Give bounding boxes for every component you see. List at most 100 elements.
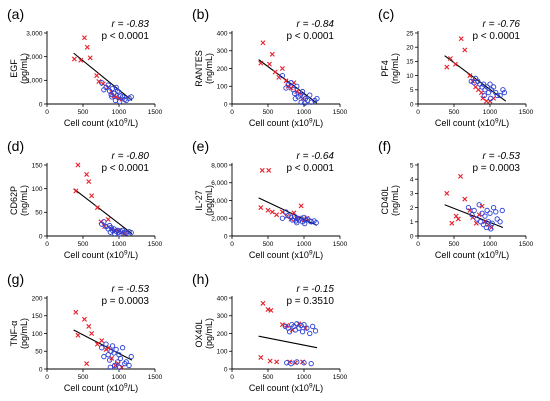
data-point-cross: [99, 338, 105, 344]
data-point-circle: [301, 360, 307, 366]
data-point-circle: [101, 353, 107, 360]
x-axis-label: Cell count (x109/L): [249, 383, 323, 394]
data-point-circle: [494, 92, 500, 99]
p-value: p < 0.0001: [286, 163, 334, 174]
y-tick-label: 0: [39, 101, 43, 108]
data-point-circle: [484, 207, 490, 214]
y-tick-label: 15: [406, 59, 414, 66]
data-point-cross: [73, 188, 79, 194]
y-tick-label: 4: [410, 177, 414, 184]
r-value: r = -0.80: [111, 151, 149, 162]
r-value: r = -0.15: [296, 284, 334, 295]
r-value: r = -0.83: [111, 19, 149, 30]
y-axis-unit: (pg/mL): [19, 318, 29, 349]
data-point-circle: [294, 83, 300, 89]
panel-letter: (d): [7, 138, 24, 154]
data-point-circle: [499, 207, 505, 214]
r-value: r = -0.53: [111, 284, 149, 295]
y-tick-label: 10: [406, 73, 414, 80]
x-tick-label: 0: [45, 374, 49, 381]
y-tick-label: 200: [32, 295, 43, 302]
data-point-circle: [114, 359, 121, 365]
y-axis-label: IL-27: [194, 190, 204, 211]
x-tick-label: 1000: [112, 109, 127, 116]
p-value: p = 0.3510: [286, 296, 334, 307]
x-tick-label: 1000: [112, 241, 127, 248]
y-axis-label: CD62P: [9, 186, 19, 215]
data-point-cross: [258, 354, 264, 360]
chart-panel: (e) 0 2,000 4,000 6,000 8,000 0 500 1000 1500 IL-2…: [192, 138, 348, 260]
chart-panel: (f) 0 1 2 3 4 5 0 500 1000 1500 CD40L (ng/mL) Cell co…: [378, 138, 534, 260]
data-point-cross: [258, 60, 264, 66]
y-tick-label: 3,000: [26, 30, 43, 37]
x-tick-label: 500: [449, 109, 460, 116]
x-tick-label: 1500: [333, 374, 348, 381]
p-value: p < 0.0001: [101, 31, 149, 42]
y-tick-label: 2,000: [211, 216, 228, 223]
data-point-circle: [288, 214, 294, 221]
x-tick-label: 500: [263, 109, 274, 116]
x-tick-label: 1000: [483, 241, 498, 248]
data-point-cross: [71, 56, 77, 62]
data-point-circle: [109, 94, 115, 100]
data-point-cross: [78, 57, 84, 63]
data-point-cross: [269, 51, 275, 57]
data-point-circle: [468, 78, 474, 84]
y-tick-label: 100: [32, 186, 43, 193]
y-tick-label: 400: [217, 295, 228, 302]
data-point-circle: [128, 230, 134, 236]
y-tick-label: 5: [410, 162, 414, 169]
data-point-circle: [99, 80, 105, 86]
data-point-circle: [304, 325, 310, 331]
data-point-circle: [117, 364, 123, 370]
y-tick-label: 0: [39, 233, 43, 240]
data-point-cross: [89, 331, 95, 336]
data-point-circle: [112, 362, 118, 369]
x-tick-label: 1500: [148, 109, 163, 116]
y-axis-label: OX40L: [194, 319, 204, 347]
y-tick-label: 1: [410, 219, 414, 226]
data-point-circle: [107, 364, 114, 370]
regression-line: [73, 188, 133, 235]
x-axis-label: Cell count (x109/L): [64, 383, 138, 394]
x-axis-label: Cell count (x109/L): [435, 250, 509, 261]
data-point-cross: [259, 167, 265, 173]
data-point-cross: [94, 73, 100, 79]
p-value: p < 0.0001: [101, 163, 149, 174]
data-point-circle: [301, 321, 307, 328]
x-tick-label: 1000: [297, 374, 312, 381]
y-tick-label: 4,000: [211, 198, 228, 205]
data-point-cross: [122, 230, 128, 236]
chart-panel: (g) 0 50 100 150 200 0 500 1000 1500 TNF-α (pg/mL) C…: [7, 271, 163, 393]
y-tick-label: 150: [32, 313, 43, 320]
data-point-circle: [117, 231, 123, 237]
data-point-cross: [96, 79, 102, 85]
data-point-circle: [489, 220, 495, 226]
data-point-cross: [452, 61, 458, 67]
data-point-circle: [500, 87, 506, 93]
x-tick-label: 1500: [148, 241, 163, 248]
x-tick-label: 1500: [148, 374, 163, 381]
x-tick-label: 1000: [297, 241, 312, 248]
data-point-circle: [279, 215, 286, 221]
x-tick-label: 0: [416, 109, 420, 116]
data-point-cross: [449, 220, 455, 226]
data-point-circle: [119, 345, 126, 351]
data-point-circle: [494, 216, 500, 222]
data-point-circle: [465, 204, 472, 211]
data-point-cross: [81, 316, 87, 322]
data-point-circle: [107, 229, 114, 235]
r-value: r = -0.84: [296, 19, 334, 30]
y-axis-unit: (ng/mL): [390, 185, 400, 216]
data-point-circle: [307, 92, 313, 98]
data-point-circle: [294, 359, 300, 365]
data-point-cross: [279, 66, 285, 71]
panel-letter: (f): [378, 138, 391, 154]
data-point-circle: [309, 323, 316, 330]
data-point-circle: [501, 89, 508, 96]
data-point-circle: [488, 226, 494, 232]
data-point-cross: [272, 69, 278, 75]
r-value: r = -0.76: [482, 19, 520, 30]
y-tick-label: 50: [35, 210, 43, 217]
x-tick-label: 1000: [483, 109, 498, 116]
